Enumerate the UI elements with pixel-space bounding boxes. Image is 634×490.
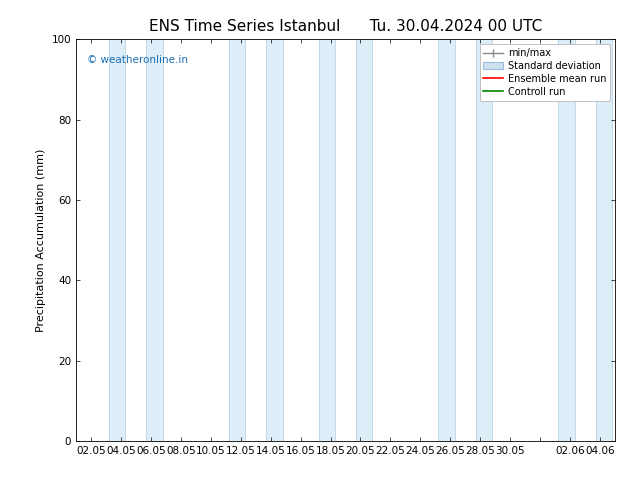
Bar — [318, 39, 373, 441]
Title: ENS Time Series Istanbul      Tu. 30.04.2024 00 UTC: ENS Time Series Istanbul Tu. 30.04.2024 … — [149, 19, 542, 34]
Bar — [438, 39, 492, 441]
Legend: min/max, Standard deviation, Ensemble mean run, Controll run: min/max, Standard deviation, Ensemble me… — [479, 44, 610, 100]
Text: © weatheronline.in: © weatheronline.in — [87, 55, 188, 65]
Bar — [229, 39, 283, 441]
Bar — [126, 39, 146, 441]
Bar — [245, 39, 266, 441]
Bar — [558, 39, 612, 441]
Bar — [109, 39, 163, 441]
Bar — [455, 39, 476, 441]
Bar — [574, 39, 595, 441]
Bar — [335, 39, 356, 441]
Y-axis label: Precipitation Accumulation (mm): Precipitation Accumulation (mm) — [36, 148, 46, 332]
